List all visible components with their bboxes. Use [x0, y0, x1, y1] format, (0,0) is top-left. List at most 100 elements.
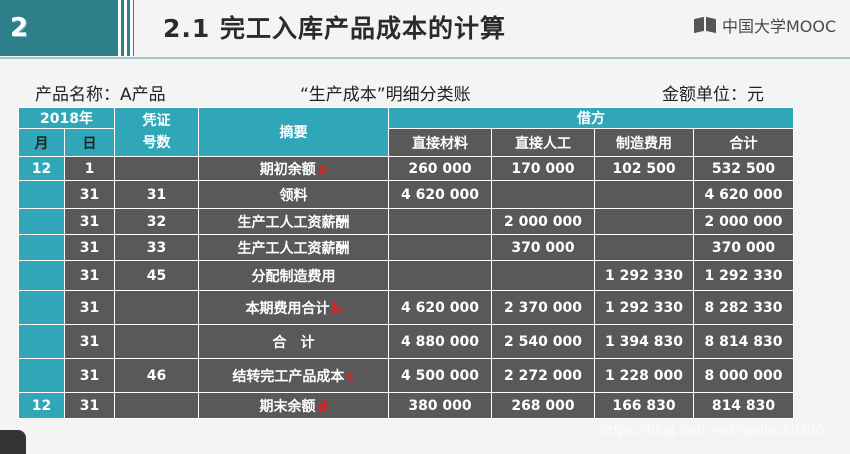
material-cell: 4 880 000: [388, 324, 492, 359]
table-row: 31 45 分配制造费用 1 292 330 1 292 330: [18, 260, 794, 291]
debit-header: 借方: [388, 107, 794, 129]
overhead-cell-text: 1 292 330: [605, 299, 683, 316]
total-cell: 814 830: [693, 392, 794, 419]
overhead-cell-text: 102 500: [612, 160, 676, 177]
material-cell-text: 4 500 000: [401, 367, 479, 384]
labor-cell: 370 000: [491, 234, 595, 261]
overhead-cell-text: 166 830: [612, 397, 676, 414]
labor-cell: [491, 260, 595, 291]
total-cell: 8 814 830: [693, 324, 794, 359]
summary-cell: 合 计: [198, 324, 389, 359]
overhead-cell-text: 1 394 830: [605, 333, 683, 350]
material-cell-text: 4 620 000: [401, 299, 479, 316]
corner-overlay: [0, 430, 26, 454]
ledger-caption: “生产成本”明细分类账: [300, 85, 471, 105]
voucher-cell-text: 31: [146, 186, 167, 203]
day-cell-text: 31: [79, 186, 100, 203]
total-cell-text: 532 500: [711, 160, 776, 177]
annotation-mark: c: [346, 368, 355, 385]
month-cell: [18, 290, 65, 325]
header-divider: [0, 57, 850, 59]
book-icon: [694, 16, 718, 34]
table-row: 31 本期费用合计 b 4 620 000 2 370 000 1 292 330 8 28…: [18, 290, 794, 325]
table-row: 12 1 期初余额 a 260 000 170 000 102 500 532 500: [18, 156, 794, 181]
total-cell-text: 4 620 000: [704, 186, 783, 203]
material-cell: [388, 234, 492, 261]
labor-header: 直接人工: [491, 128, 595, 157]
month-cell: [18, 234, 65, 261]
day-cell-text: 31: [79, 333, 100, 350]
day-cell: 31: [64, 392, 115, 419]
total-cell: 8 282 330: [693, 290, 794, 325]
day-cell: 31: [64, 208, 115, 235]
month-header: 月: [18, 128, 65, 157]
labor-cell-text: 2 540 000: [504, 333, 582, 350]
voucher-cell-text: 32: [146, 213, 167, 230]
day-cell-text: 1: [84, 160, 95, 177]
total-cell: 4 620 000: [693, 180, 794, 209]
labor-cell: 2 540 000: [491, 324, 595, 359]
summary-cell: 生产工人工资薪酬: [198, 234, 389, 261]
voucher-cell-text: 46: [146, 367, 167, 384]
voucher-cell-text: 33: [146, 239, 167, 256]
month-cell-text: 12: [31, 397, 52, 414]
summary-cell-text: 期初余额: [259, 161, 316, 178]
watermark-text: https://blog.csdn.net/hpdlzu80100: [600, 424, 824, 439]
day-cell-text: 31: [79, 267, 100, 284]
summary-cell-text: 分配制造费用: [251, 268, 336, 285]
product-caption: 产品名称：A产品: [35, 85, 166, 105]
table-row: 31 32 生产工人工资薪酬 2 000 000 2 000 000: [18, 208, 794, 235]
total-header: 合计: [693, 128, 794, 157]
day-cell-text: 31: [79, 213, 100, 230]
day-cell: 31: [64, 358, 115, 393]
day-cell: 1: [64, 156, 115, 181]
summary-header: 摘要: [198, 107, 389, 157]
cost-ledger-table: 2018年 凭证 号数 摘要 借方 月 日 直接材料 直接人工 制造费用 合计 …: [18, 107, 794, 419]
material-cell: [388, 208, 492, 235]
total-cell-text: 8 000 000: [704, 367, 783, 384]
slide-title: 2.1 完工入库产品成本的计算: [163, 14, 506, 43]
overhead-cell: 1 292 330: [594, 260, 694, 291]
summary-cell-text: 期末余额: [259, 398, 316, 415]
overhead-cell: 1 394 830: [594, 324, 694, 359]
logo-text: 中国大学MOOC: [722, 17, 837, 36]
material-cell: 4 620 000: [388, 290, 492, 325]
material-cell: 260 000: [388, 156, 492, 181]
total-cell-text: 2 000 000: [704, 213, 783, 230]
voucher-cell-text: 45: [146, 267, 167, 284]
annotation-mark: d: [317, 398, 328, 415]
voucher-cell: [114, 290, 199, 325]
summary-cell: 本期费用合计 b: [198, 290, 389, 325]
voucher-cell: 45: [114, 260, 199, 291]
material-cell: [388, 260, 492, 291]
total-cell: 8 000 000: [693, 358, 794, 393]
voucher-cell: [114, 324, 199, 359]
summary-cell-text: 生产工人工资薪酬: [237, 214, 350, 231]
month-cell-text: 12: [31, 160, 52, 177]
material-cell-text: 260 000: [408, 160, 472, 177]
slide-number: 2: [10, 13, 29, 43]
total-cell-text: 1 292 330: [704, 267, 783, 284]
summary-cell: 分配制造费用: [198, 260, 389, 291]
overhead-cell: 1 228 000: [594, 358, 694, 393]
month-cell: [18, 358, 65, 393]
total-cell-text: 8 282 330: [704, 299, 783, 316]
voucher-cell: [114, 156, 199, 181]
table-row: 31 31 领料 4 620 000 4 620 000: [18, 180, 794, 209]
total-cell-text: 370 000: [711, 239, 776, 256]
labor-cell: 170 000: [491, 156, 595, 181]
summary-cell: 领料: [198, 180, 389, 209]
day-header: 日: [64, 128, 115, 157]
labor-cell-text: 2 370 000: [504, 299, 582, 316]
labor-cell-text: 170 000: [511, 160, 575, 177]
day-cell: 31: [64, 260, 115, 291]
material-cell-text: 4 620 000: [401, 186, 479, 203]
total-cell-text: 814 830: [711, 397, 776, 414]
labor-cell-text: 2 000 000: [504, 213, 582, 230]
overhead-cell: 1 292 330: [594, 290, 694, 325]
total-cell-text: 8 814 830: [704, 333, 783, 350]
month-cell: 12: [18, 156, 65, 181]
unit-caption: 金额单位：元: [662, 85, 764, 105]
voucher-cell: [114, 392, 199, 419]
overhead-cell-text: 1 292 330: [605, 267, 683, 284]
